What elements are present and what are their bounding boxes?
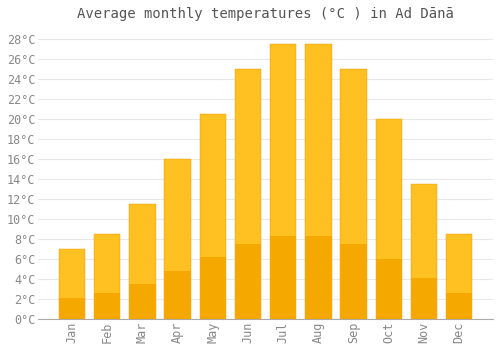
Title: Average monthly temperatures (°C ) in Ad Dānā: Average monthly temperatures (°C ) in Ad… [77,7,454,21]
Bar [94,293,120,319]
Bar [376,119,402,319]
Bar [270,44,296,319]
Bar [340,69,367,319]
Bar [200,114,226,319]
Bar [376,259,402,319]
Bar [94,234,120,319]
Bar [164,271,191,319]
Bar [305,237,332,319]
Bar [270,237,296,319]
Bar [130,204,156,319]
Bar [130,285,156,319]
Bar [164,159,191,319]
Bar [200,258,226,319]
Bar [59,298,86,319]
Bar [59,249,86,319]
Bar [446,293,472,319]
Bar [446,234,472,319]
Bar [411,278,437,319]
Bar [235,69,261,319]
Bar [235,244,261,319]
Bar [305,44,332,319]
Bar [411,184,437,319]
Bar [340,244,367,319]
